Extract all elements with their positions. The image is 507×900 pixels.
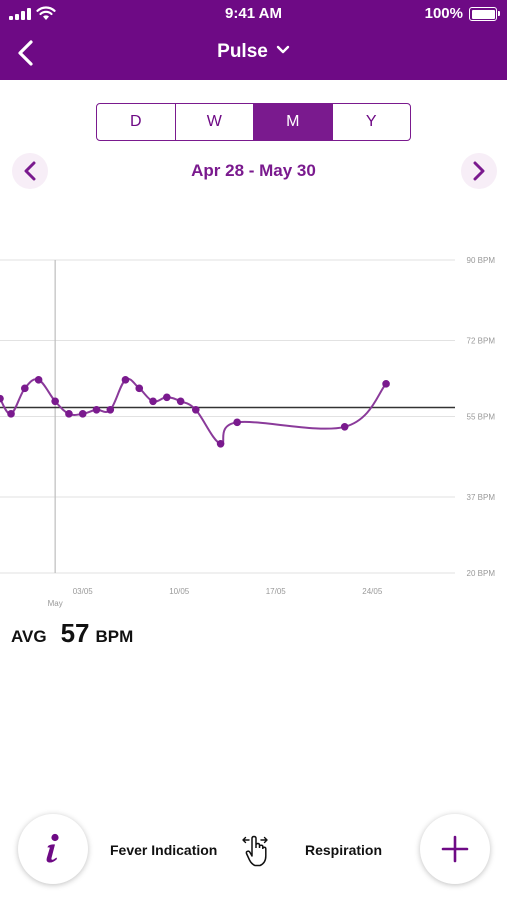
plus-icon (441, 835, 469, 863)
pulse-data-point (65, 410, 73, 418)
y-tick-label: 37 BPM (467, 493, 496, 502)
tab-month[interactable]: M (254, 104, 333, 140)
avg-value: 57 (60, 618, 90, 648)
pulse-data-point (121, 376, 130, 384)
chevron-right-icon (473, 161, 485, 181)
bottom-bar: Fever Indication Respiration (0, 810, 507, 890)
pulse-data-point (7, 410, 15, 418)
pulse-data-point (21, 384, 29, 393)
pulse-data-point (34, 376, 43, 384)
chevron-left-icon (24, 161, 36, 181)
pulse-data-point (191, 405, 200, 414)
x-tick-label: 17/05 (266, 587, 287, 596)
add-reading-button[interactable] (420, 814, 490, 884)
pulse-data-point (163, 393, 171, 402)
back-button[interactable] (10, 37, 44, 71)
title-dropdown[interactable]: Pulse (0, 41, 507, 63)
respiration-link[interactable]: Respiration (305, 842, 383, 858)
battery-icon (469, 7, 500, 21)
pulse-data-point (0, 394, 4, 403)
avg-unit: BPM (95, 627, 134, 646)
battery-percent: 100% (424, 5, 463, 22)
date-range-label: Apr 28 - May 30 (191, 161, 316, 180)
pulse-chart[interactable]: 90 BPM 72 BPM 55 BPM 37 BPM 20 BPM 03/05 10/05… (0, 248, 507, 613)
chevron-down-icon (276, 46, 290, 54)
pulse-data-point (340, 422, 349, 431)
signal-bars-icon (9, 8, 31, 20)
x-tick-label: 24/05 (362, 587, 383, 596)
page-title: Pulse (217, 41, 268, 62)
nav-bar: Pulse (0, 28, 507, 80)
x-tick-label: 03/05 (73, 587, 94, 596)
pulse-data-point (233, 418, 241, 427)
x-month-label: May (48, 599, 63, 608)
pulse-data-point (382, 380, 390, 388)
status-time: 9:41 AM (225, 5, 282, 22)
pulse-data-point (92, 405, 101, 414)
y-tick-label: 90 BPM (467, 256, 496, 265)
y-tick-label: 20 BPM (467, 569, 496, 578)
fever-indication-link[interactable]: Fever Indication (110, 842, 218, 858)
tab-week[interactable]: W (176, 104, 254, 140)
y-tick-label: 55 BPM (467, 413, 496, 422)
average-summary: AVG 57 BPM (11, 618, 133, 649)
pulse-data-point (135, 384, 144, 393)
wifi-icon (36, 6, 56, 20)
date-navigator: Apr 28 - May 30 (0, 150, 507, 192)
info-button[interactable] (18, 814, 88, 884)
info-icon (46, 833, 59, 863)
pulse-data-point (51, 397, 59, 406)
period-selector: D W M Y (96, 103, 411, 141)
y-tick-label: 72 BPM (467, 336, 496, 345)
pulse-data-point (106, 405, 115, 414)
pulse-data-point (216, 439, 225, 448)
swipe-hand-icon (242, 835, 268, 867)
pulse-data-point (78, 410, 87, 418)
chevron-left-icon (18, 40, 33, 66)
next-period-button[interactable] (461, 153, 497, 189)
tab-year[interactable]: Y (365, 113, 377, 130)
pulse-data-point (149, 397, 157, 406)
x-tick-label: 10/05 (169, 587, 190, 596)
tab-day[interactable]: D (97, 104, 176, 140)
previous-period-button[interactable] (12, 153, 48, 189)
pulse-data-point (176, 397, 185, 406)
status-bar: 9:41 AM 100% (0, 0, 507, 28)
avg-label: AVG (11, 627, 47, 646)
